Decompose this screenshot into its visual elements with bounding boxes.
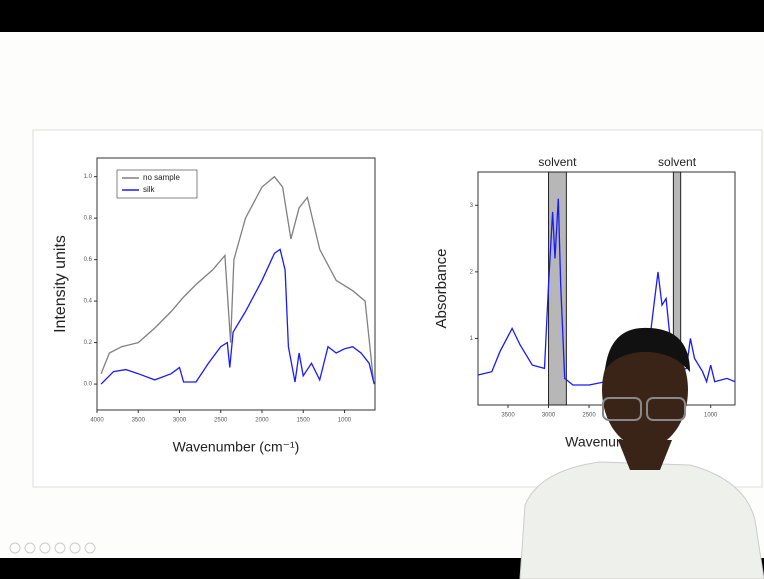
band-label: solvent xyxy=(658,155,697,169)
x-tick-label: 2500 xyxy=(582,413,596,419)
band-label: solvent xyxy=(538,155,577,169)
y-tick-label: 0.4 xyxy=(84,299,93,305)
x-tick-label: 3500 xyxy=(132,418,146,424)
x-tick-label: 2000 xyxy=(255,418,269,424)
y-tick-label: 0.8 xyxy=(84,216,93,222)
x-axis-label: Wavenumber (cm⁻¹) xyxy=(173,439,300,455)
legend-label: silk xyxy=(143,185,156,194)
plot-frame xyxy=(96,157,376,411)
x-tick-label: 3000 xyxy=(173,418,187,424)
y-tick-label: 0.0 xyxy=(84,382,93,388)
legend-box xyxy=(116,169,198,199)
y-axis-label: Absorbance xyxy=(433,248,450,328)
y-axis-label: Intensity units xyxy=(52,235,69,333)
x-tick-label: 4000 xyxy=(90,418,104,424)
x-tick-label: 1000 xyxy=(704,413,718,419)
spectrum-line xyxy=(100,248,375,385)
legend-label: no sample xyxy=(143,173,180,182)
y-tick-label: 1.0 xyxy=(84,174,93,180)
player-controls[interactable] xyxy=(9,542,96,554)
x-tick-label: 3500 xyxy=(501,413,515,419)
spectrum-line xyxy=(100,175,375,380)
y-tick-label: 2 xyxy=(470,269,474,275)
x-tick-label: 1500 xyxy=(297,418,311,424)
y-tick-label: 1 xyxy=(470,336,474,342)
x-tick-label: 2500 xyxy=(214,418,228,424)
x-tick-label: 3000 xyxy=(542,413,556,419)
y-tick-label: 0.2 xyxy=(84,340,93,346)
y-tick-label: 0.6 xyxy=(84,257,93,263)
y-tick-label: 3 xyxy=(470,203,474,209)
x-tick-label: 1000 xyxy=(338,418,352,424)
presenter xyxy=(519,327,764,579)
